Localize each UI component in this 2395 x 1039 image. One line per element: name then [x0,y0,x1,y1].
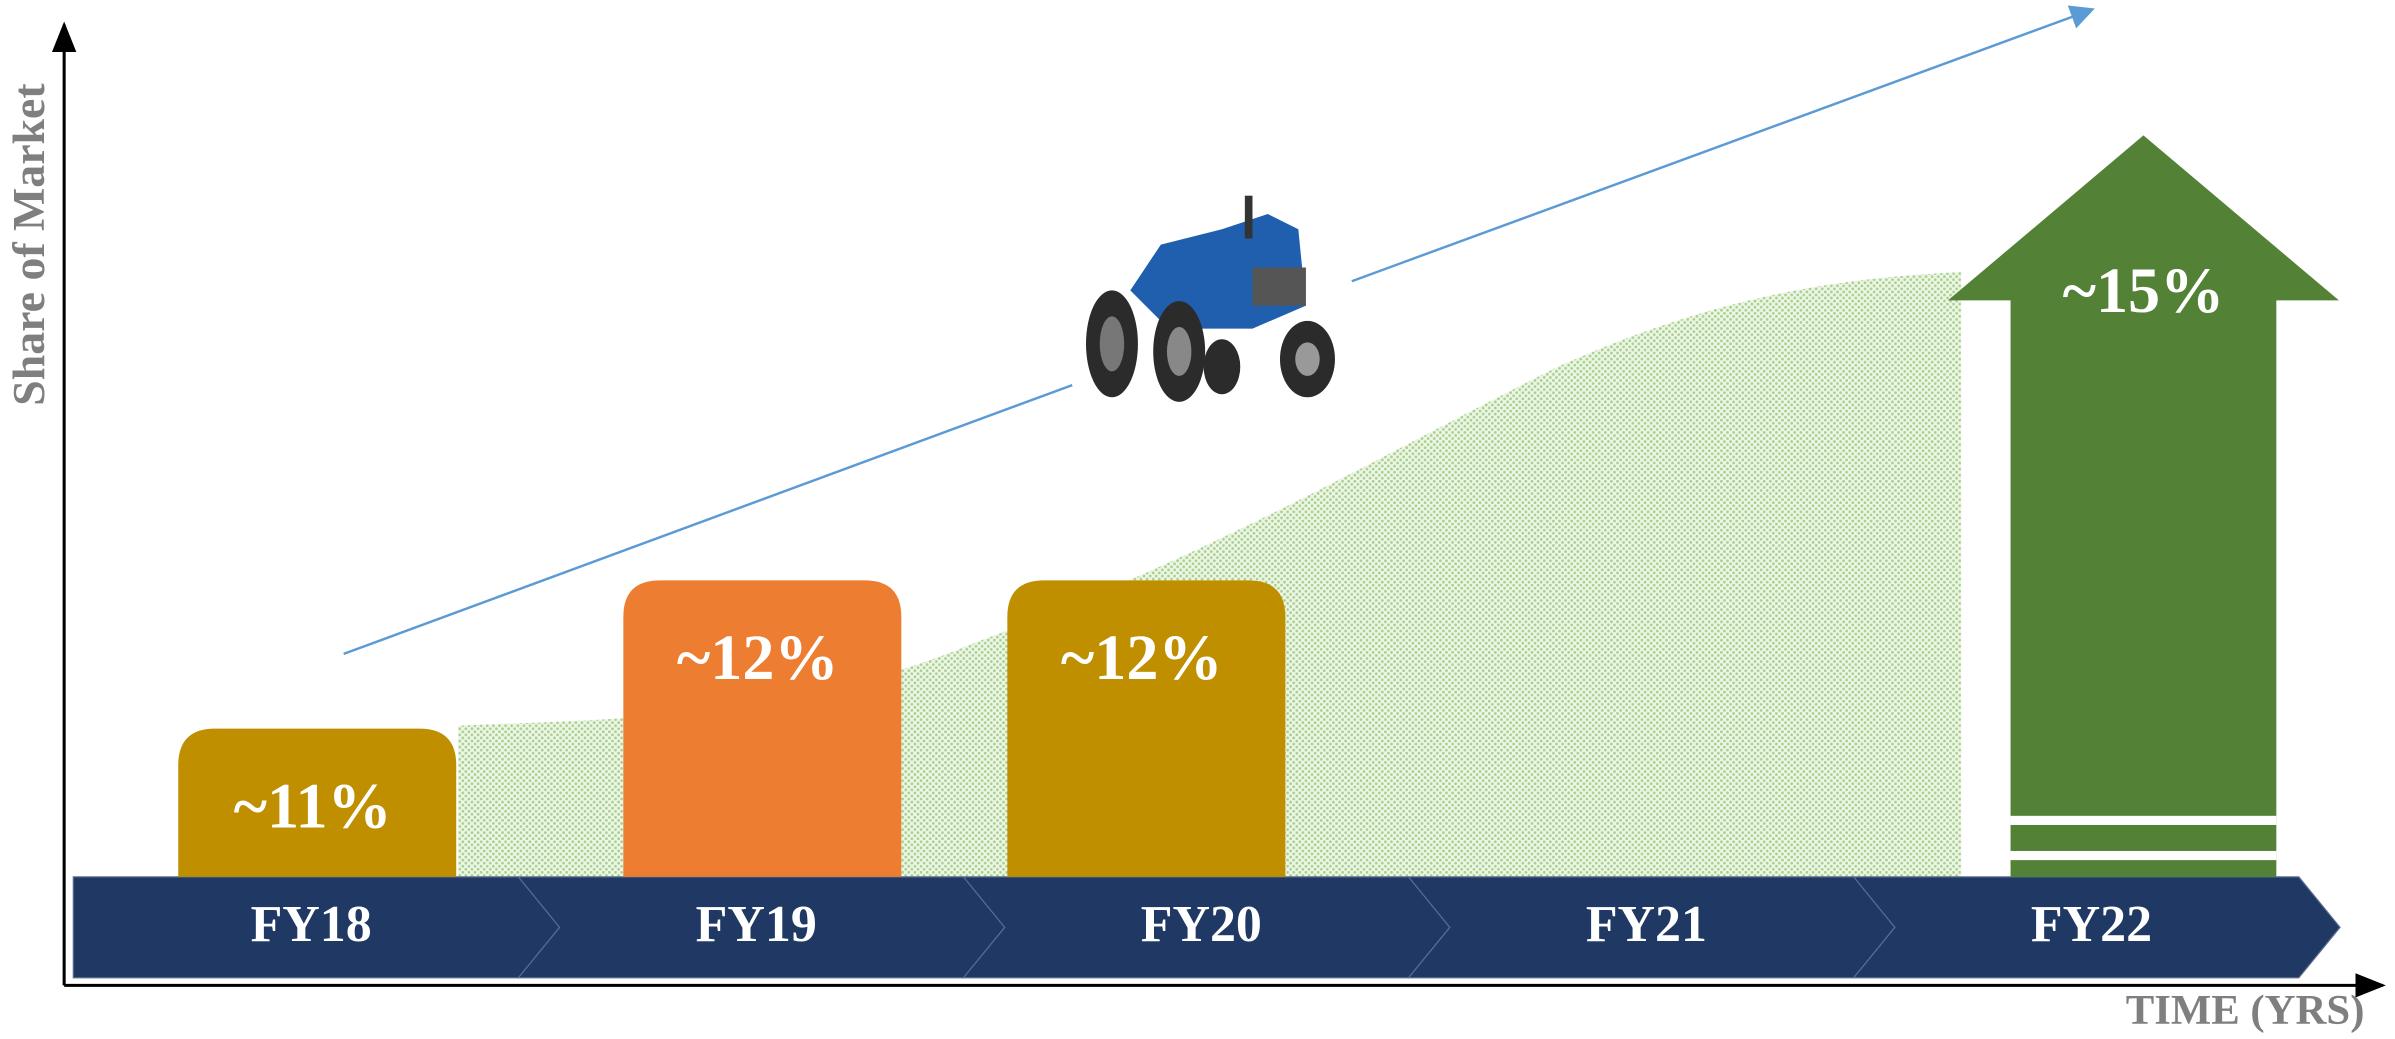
chart: Share of Market TIME (YRS) FY18FY19FY20F… [0,0,2395,1039]
trend-line [1352,9,2093,281]
page: {"chart_data": {"type": "bar", "y_label"… [0,0,2395,1039]
timeline-band: FY18 FY19 FY20 FY21 FY22 [73,877,2340,978]
category-label: FY19 [696,896,817,953]
category-label: FY18 [251,896,372,953]
bar-arrow [1948,135,2339,876]
tractor-image [1086,196,1335,402]
arrow-stripe [2011,816,2277,825]
category-label: FY20 [1141,896,1262,953]
y-axis-label: Share of Market [3,83,54,406]
arrow-stripe [2011,851,2277,860]
value-label: ~12% [1061,622,1223,693]
category-label: FY22 [2031,896,2152,953]
value-label: ~12% [677,622,839,693]
value-label: ~15% [2063,255,2225,326]
category-label: FY21 [1586,896,1707,953]
x-axis-label: TIME (YRS) [2126,987,2365,1034]
value-label: ~11% [234,770,392,841]
